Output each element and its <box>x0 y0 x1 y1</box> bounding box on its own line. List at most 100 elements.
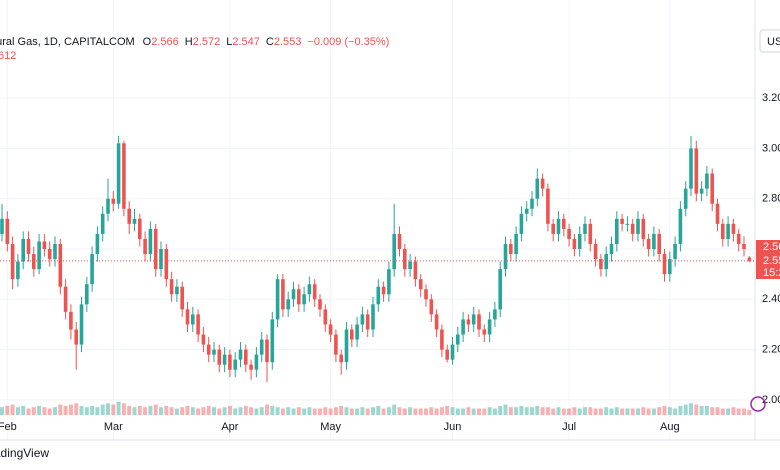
volume-bar <box>185 405 190 415</box>
volume-bar <box>540 407 545 415</box>
candle-body <box>132 218 137 224</box>
candle-body <box>736 233 741 244</box>
volume-bar <box>37 405 42 415</box>
volume-bar <box>625 408 630 415</box>
watermark: TradingView <box>0 446 49 460</box>
volume-bar <box>583 407 587 415</box>
candle-body <box>106 198 110 214</box>
volume-bar <box>461 408 466 415</box>
candle-body <box>567 228 571 239</box>
candle-body <box>90 254 94 285</box>
candle-body <box>699 188 704 194</box>
legend-key: O <box>143 36 152 48</box>
candle-body <box>85 284 89 305</box>
volume-bar <box>641 407 646 415</box>
volume-bar <box>291 408 296 415</box>
currency-button[interactable] <box>759 29 780 53</box>
price-tag <box>756 240 780 254</box>
candle-body <box>350 329 354 340</box>
candle-body <box>206 344 211 355</box>
volume-bar <box>333 407 338 415</box>
volume-bar <box>678 405 683 415</box>
candle-body <box>233 359 237 370</box>
volume-bar <box>280 408 285 415</box>
candle-body <box>678 208 683 244</box>
candle-body <box>636 218 640 234</box>
candle-body <box>185 309 190 325</box>
candle-body <box>74 329 78 345</box>
candle-body <box>217 349 222 365</box>
candle-body <box>334 334 338 355</box>
candle-body <box>0 218 4 234</box>
volume-bar <box>339 405 344 415</box>
volume-bar <box>726 408 731 415</box>
volume-bar <box>302 408 307 415</box>
candle-body <box>138 218 142 239</box>
candle-body <box>498 269 502 310</box>
volume-bar <box>689 403 693 415</box>
candle-body <box>302 294 306 305</box>
volume-bar <box>233 408 238 415</box>
candle-body <box>609 243 614 255</box>
candle-body <box>159 249 163 270</box>
volume-bar <box>169 407 174 415</box>
candle-body <box>228 354 232 370</box>
candle-body <box>58 243 63 287</box>
volume-bar <box>386 407 391 415</box>
volume-bar <box>74 403 79 415</box>
volume-bar <box>683 404 688 415</box>
candle-body <box>694 148 699 194</box>
candle-body <box>365 314 370 330</box>
candle-body <box>318 299 322 310</box>
volume-bar <box>535 405 540 415</box>
volume-bar <box>132 407 137 415</box>
volume-bar <box>68 404 73 415</box>
volume-bar <box>106 403 110 415</box>
candle-body <box>164 249 169 280</box>
x-tick-label: Feb <box>0 421 17 433</box>
price-tag <box>756 254 780 268</box>
candle-body <box>742 243 746 249</box>
candle-body <box>418 279 423 290</box>
candle-body <box>482 329 487 335</box>
volume-bar <box>15 407 20 415</box>
y-tick-label: 2.40 <box>762 293 780 305</box>
volume-bar <box>492 408 497 415</box>
volume-bar <box>381 408 386 415</box>
volume-bar <box>360 407 365 415</box>
volume-bar <box>196 408 201 415</box>
candle-body <box>535 178 540 199</box>
candle-body <box>381 286 386 295</box>
candle-body <box>466 319 471 325</box>
volume-bar <box>355 408 360 415</box>
volume-bar <box>318 408 322 415</box>
volume-bar <box>58 404 63 415</box>
candle-body <box>524 208 529 214</box>
volume-bar <box>482 408 487 415</box>
candle-body <box>42 241 47 249</box>
volume-bar <box>249 407 254 415</box>
volume-bar <box>710 407 715 415</box>
candle-body <box>323 309 328 325</box>
volume-bar <box>121 403 126 415</box>
candle-body <box>424 289 428 300</box>
candle-body <box>191 314 195 325</box>
volume-bar <box>243 405 248 415</box>
volume-bar <box>418 408 423 415</box>
candle-body <box>127 208 131 224</box>
volume-bar <box>286 407 291 415</box>
indicator-icon[interactable] <box>750 396 766 412</box>
candle-body <box>456 334 460 345</box>
currency[interactable]: USD <box>767 36 780 48</box>
candle-body <box>662 254 667 275</box>
candle-body <box>540 178 545 189</box>
volume-bar <box>524 407 529 415</box>
candle-body <box>689 148 693 189</box>
volume-bar <box>222 407 227 415</box>
volume-bar <box>42 407 47 415</box>
volume-bar <box>413 408 418 415</box>
candle-body <box>297 289 301 305</box>
y-tick-label: 3.00 <box>762 142 780 154</box>
